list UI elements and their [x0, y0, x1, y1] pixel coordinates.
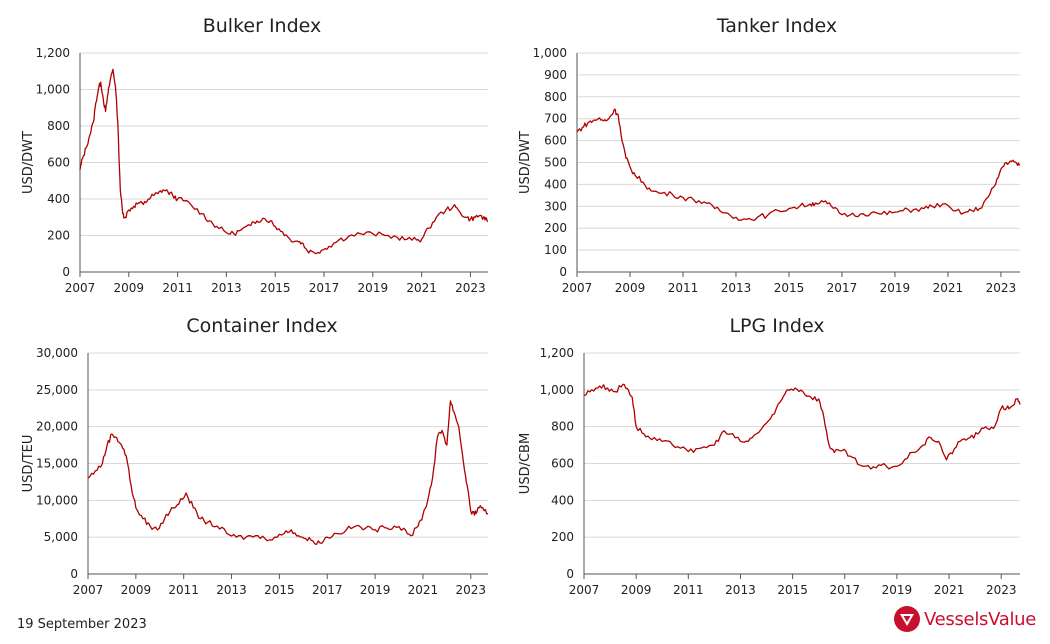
bulker-xtick-label: 2023: [455, 281, 486, 295]
report-date: 19 September 2023: [17, 617, 147, 632]
tanker-xtick-label: 2013: [721, 281, 752, 295]
tanker-xtick-label: 2015: [774, 281, 805, 295]
tanker-ytick-label: 300: [544, 199, 567, 213]
bulker-series-line: [79, 68, 489, 255]
lpg-xtick-label: 2009: [621, 583, 652, 597]
tanker-series-line: [576, 108, 1021, 222]
tanker-ytick-label: 600: [544, 134, 567, 148]
lpg-xtick-label: 2013: [725, 583, 756, 597]
lpg-xtick-label: 2021: [934, 583, 965, 597]
bulker-chart-title: Bulker Index: [203, 15, 322, 37]
container-xtick-label: 2015: [264, 583, 295, 597]
tanker-y-axis-label: USD/DWT: [518, 131, 533, 194]
lpg-ytick-label: 1,000: [540, 383, 574, 397]
container-y-axis-label: USD/TEU: [21, 435, 36, 493]
brand-logo: VesselsValue: [893, 605, 1043, 635]
container-ytick-label: 15,000: [36, 457, 78, 471]
lpg-ytick-label: 1,200: [540, 346, 574, 360]
container-ytick-label: 25,000: [36, 383, 78, 397]
bulker-xtick-label: 2021: [406, 281, 437, 295]
tanker-chart-title: Tanker Index: [716, 15, 837, 37]
container-ytick-label: 5,000: [44, 530, 78, 544]
container-ytick-label: 10,000: [36, 493, 78, 507]
bulker-ytick-label: 800: [47, 119, 70, 133]
bulker-ytick-label: 1,200: [36, 46, 70, 60]
bulker-ytick-label: 400: [47, 192, 70, 206]
container-xtick-label: 2011: [168, 583, 199, 597]
tanker-ytick-label: 900: [544, 68, 567, 82]
bulker-ytick-label: 1,000: [36, 83, 70, 97]
tanker-xtick-label: 2011: [668, 281, 699, 295]
tanker-xtick-label: 2009: [615, 281, 646, 295]
lpg-y-axis-label: USD/CBM: [518, 433, 533, 494]
container-xtick-label: 2023: [456, 583, 487, 597]
tanker-ytick-label: 700: [544, 112, 567, 126]
tanker-xtick-label: 2019: [880, 281, 911, 295]
container-xtick-label: 2019: [360, 583, 391, 597]
lpg-ytick-label: 800: [551, 420, 574, 434]
bulker-xtick-label: 2011: [162, 281, 193, 295]
bulker-xtick-label: 2009: [114, 281, 145, 295]
container-xtick-label: 2017: [312, 583, 343, 597]
lpg-xtick-label: 2019: [882, 583, 913, 597]
tanker-xtick-label: 2023: [986, 281, 1017, 295]
lpg-xtick-label: 2007: [569, 583, 600, 597]
container-xtick-label: 2009: [121, 583, 152, 597]
tanker-xtick-label: 2007: [562, 281, 593, 295]
lpg-ytick-label: 600: [551, 457, 574, 471]
bulker-ytick-label: 0: [62, 265, 70, 279]
lpg-ytick-label: 200: [551, 530, 574, 544]
lpg-series-line: [583, 383, 1021, 470]
tanker-ytick-label: 0: [559, 265, 567, 279]
lpg-xtick-label: 2017: [829, 583, 860, 597]
bulker-xtick-label: 2019: [358, 281, 389, 295]
container-xtick-label: 2021: [408, 583, 439, 597]
tanker-ytick-label: 400: [544, 177, 567, 191]
bulker-ytick-label: 600: [47, 156, 70, 170]
tanker-xtick-label: 2017: [827, 281, 858, 295]
tanker-ytick-label: 1,000: [533, 46, 567, 60]
container-ytick-label: 20,000: [36, 420, 78, 434]
lpg-xtick-label: 2011: [673, 583, 704, 597]
bulker-xtick-label: 2015: [260, 281, 291, 295]
tanker-ytick-label: 500: [544, 156, 567, 170]
container-xtick-label: 2013: [216, 583, 247, 597]
lpg-xtick-label: 2015: [777, 583, 808, 597]
tanker-ytick-label: 200: [544, 221, 567, 235]
lpg-ytick-label: 0: [566, 567, 574, 581]
lpg-chart-title: LPG Index: [729, 315, 824, 337]
container-series-line: [87, 400, 489, 546]
vesselsvalue-logo-icon: [894, 606, 920, 632]
tanker-ytick-label: 800: [544, 90, 567, 104]
container-xtick-label: 2007: [73, 583, 104, 597]
container-chart-title: Container Index: [186, 315, 337, 337]
bulker-xtick-label: 2017: [309, 281, 340, 295]
bulker-xtick-label: 2007: [65, 281, 96, 295]
bulker-ytick-label: 200: [47, 229, 70, 243]
tanker-ytick-label: 100: [544, 243, 567, 257]
tanker-xtick-label: 2021: [933, 281, 964, 295]
bulker-y-axis-label: USD/DWT: [21, 131, 36, 194]
brand-name: VesselsValue: [924, 609, 1037, 630]
lpg-xtick-label: 2023: [986, 583, 1017, 597]
container-ytick-label: 30,000: [36, 346, 78, 360]
lpg-ytick-label: 400: [551, 493, 574, 507]
bulker-xtick-label: 2013: [211, 281, 242, 295]
container-ytick-label: 0: [70, 567, 78, 581]
